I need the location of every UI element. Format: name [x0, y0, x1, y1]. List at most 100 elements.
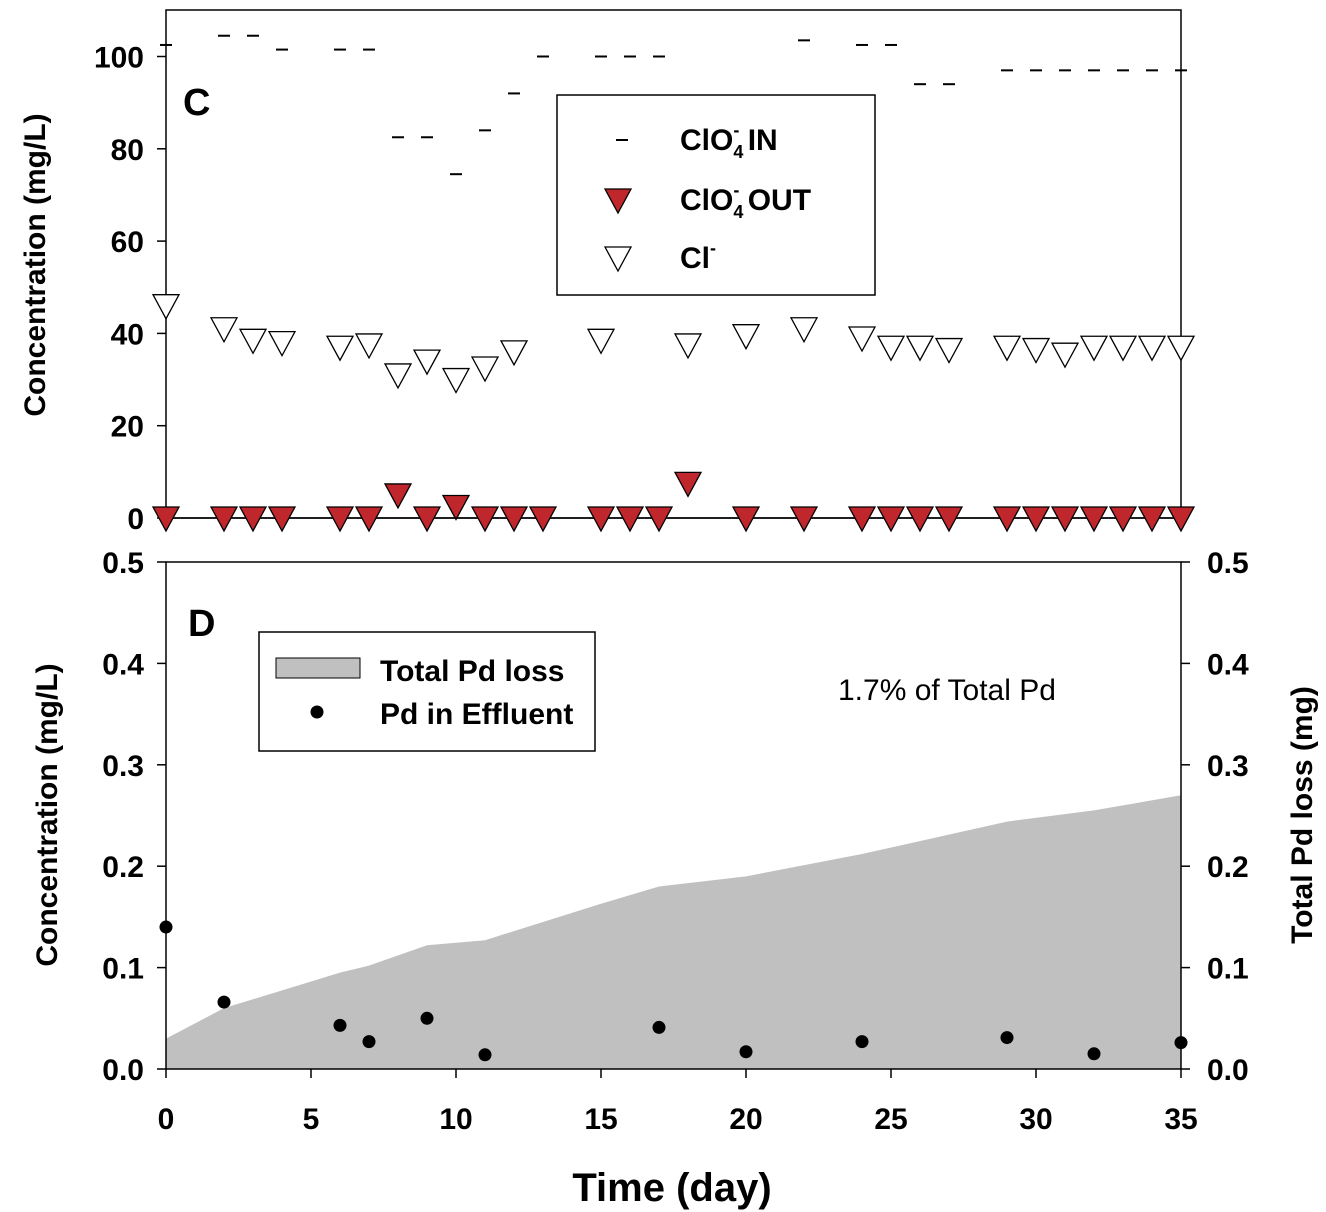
panel-c-y-tick-label: 20: [111, 411, 144, 444]
x-tick-label: 15: [584, 1103, 617, 1136]
panel-d-y-tick-label: 0.2: [102, 851, 144, 884]
x-axis-title: Time (day): [572, 1166, 771, 1210]
clo4-out-point: [1050, 506, 1080, 533]
legend-label-pd-effluent: Pd in Effluent: [380, 698, 573, 731]
cl-point: [1050, 342, 1080, 369]
panel-d-y2-tick-label: 0.5: [1207, 547, 1249, 580]
clo4-out-point: [876, 506, 906, 533]
legend-marker-pd-effluent: [310, 705, 324, 719]
clo4-out-point: [615, 506, 645, 533]
cl-point: [586, 328, 616, 355]
clo4-out-point: [905, 506, 935, 533]
panel-d-y-tick-label: 0.4: [102, 648, 144, 681]
pd-effluent-point: [217, 995, 231, 1009]
pd-effluent-point: [159, 920, 173, 934]
panel-d-y-tick-label: 0.3: [102, 750, 144, 783]
panel-c-legend: ClO4- IN ClO4- OUT Cl-: [556, 94, 876, 296]
panel-d-y-tick-label: 0.1: [102, 953, 144, 986]
clo4-out-point: [354, 506, 384, 533]
cl-point: [1079, 335, 1109, 362]
panel-c-y-axis-title: Concentration (mg/L): [19, 113, 52, 416]
clo4-out-point: [992, 506, 1022, 533]
panel-d-y2-ticks: 0.0 0.1 0.2 0.3 0.4 0.5: [1181, 547, 1249, 1087]
panel-d-y-ticks: 0.0 0.1 0.2 0.3 0.4 0.5: [102, 547, 166, 1087]
panel-d-plot-frame: [165, 561, 1182, 1070]
cl-point: [934, 337, 964, 364]
panel-d-data-marks: [159, 920, 1188, 1062]
clo4-out-point: [1021, 506, 1051, 533]
legend-label-total-pd-loss: Total Pd loss: [380, 655, 564, 688]
legend-marker-cl: [603, 246, 633, 273]
legend-marker-clo4-out: [603, 188, 633, 215]
clo4-out-point: [586, 506, 616, 533]
panel-d-y-tick-label: 0.5: [102, 547, 144, 580]
cl-point: [267, 330, 297, 357]
cl-point: [876, 335, 906, 362]
cl-point: [499, 340, 529, 367]
panel-d-legend-box: [258, 631, 596, 752]
panel-d-y2-tick-label: 0.1: [1207, 953, 1249, 986]
cl-point: [470, 356, 500, 383]
cl-point: [1108, 335, 1138, 362]
clo4-out-point: [528, 506, 558, 533]
cl-point: [441, 367, 471, 394]
cl-point: [1021, 337, 1051, 364]
panel-d-y2-tick-label: 0.2: [1207, 851, 1249, 884]
cl-point: [789, 317, 819, 344]
clo4-out-point: [1108, 506, 1138, 533]
panel-d-y2-axis-title: Total Pd loss (mg): [1286, 686, 1319, 944]
clo4-out-point: [847, 506, 877, 533]
cl-point: [673, 333, 703, 360]
panel-c-y-tick-label: 100: [94, 42, 144, 75]
pd-effluent-point: [1174, 1036, 1188, 1050]
clo4-out-point: [789, 506, 819, 533]
panel-d-legend: Total Pd loss Pd in Effluent: [258, 631, 596, 752]
cl-point: [731, 324, 761, 351]
cl-point: [992, 335, 1022, 362]
clo4-out-point: [1137, 506, 1167, 533]
clo4-out-point: [673, 471, 703, 498]
panel-d-y2-tick-label: 0.0: [1207, 1054, 1249, 1087]
clo4-out-point: [470, 506, 500, 533]
panel-c-y-tick-label: 40: [111, 318, 144, 351]
panel-c-y-ticks: 0 20 40 60 80 100: [94, 42, 166, 536]
clo4-out-point: [383, 483, 413, 510]
panel-d-annotation: 1.7% of Total Pd: [838, 674, 1056, 707]
cl-point: [905, 335, 935, 362]
legend-label-clo4-out: ClO4- OUT: [680, 180, 811, 222]
x-tick-label: 25: [874, 1103, 907, 1136]
pd-effluent-point: [478, 1048, 492, 1062]
cl-point: [238, 328, 268, 355]
x-tick-label: 5: [303, 1103, 320, 1136]
clo4-out-point: [934, 506, 964, 533]
panel-d-area-layer: [166, 795, 1181, 1069]
clo4-out-point: [731, 506, 761, 533]
cl-point: [354, 333, 384, 360]
panel-c: 0 20 40 60 80 100 C Concentration (mg/L) ClO4…: [19, 9, 1196, 536]
cl-point: [847, 326, 877, 353]
clo4-out-point: [209, 506, 239, 533]
cl-point: [151, 294, 181, 321]
panel-c-legend-entries: ClO4- IN ClO4- OUT Cl-: [603, 120, 811, 275]
clo4-out-point: [644, 506, 674, 533]
panel-d-y2-tick-label: 0.4: [1207, 648, 1249, 681]
x-tick-label: 10: [439, 1103, 472, 1136]
legend-label-clo4-in: ClO4- IN: [680, 120, 778, 162]
clo4-out-point: [267, 506, 297, 533]
panel-c-label: C: [183, 82, 210, 124]
x-tick-label: 0: [158, 1103, 175, 1136]
panel-d: 0.0 0.1 0.2 0.3 0.4 0.5 0.0 0.1 0.2 0.3 0.4 0.5 0 5…: [31, 547, 1319, 1136]
cl-point: [209, 317, 239, 344]
pd-effluent-point: [855, 1035, 869, 1049]
cl-point: [325, 335, 355, 362]
clo4-out-point: [1079, 506, 1109, 533]
panel-c-y-tick-label: 60: [111, 226, 144, 259]
x-tick-label: 30: [1019, 1103, 1052, 1136]
clo4-out-point: [1166, 506, 1196, 533]
clo4-out-point: [151, 506, 181, 533]
panel-c-data-marks: [151, 34, 1196, 533]
cl-point: [1137, 335, 1167, 362]
panel-d-x-ticks: 0 5 10 15 20 25 30 35: [158, 1069, 1198, 1136]
panel-c-y-tick-label: 0: [127, 503, 144, 536]
pd-effluent-point: [1000, 1031, 1014, 1045]
